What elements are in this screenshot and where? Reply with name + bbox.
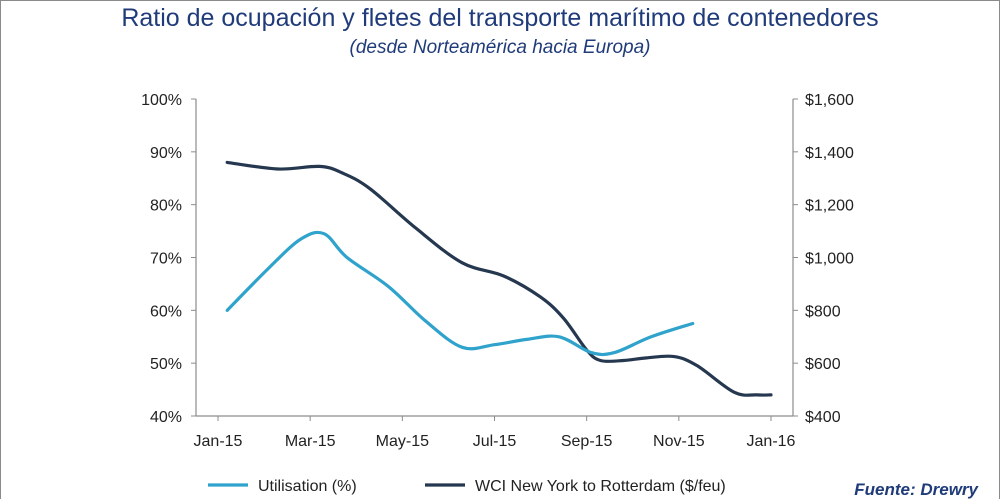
x-tick-label: Jan-15 <box>194 433 243 450</box>
y-left-tick-label: 50% <box>150 356 182 373</box>
series-wci-line <box>225 160 773 397</box>
y-left-tick-label: 60% <box>150 303 182 320</box>
x-tick-label: May-15 <box>376 433 429 450</box>
x-tick-label: Mar-15 <box>285 433 336 450</box>
y-left-tick-label: 100% <box>141 92 182 109</box>
x-tick-label: Nov-15 <box>653 433 705 450</box>
y-left-tick-label: 40% <box>150 409 182 426</box>
y-right-tick-label: $400 <box>805 409 841 426</box>
y-left-tick-label: 80% <box>150 198 182 215</box>
x-tick-label: Sep-15 <box>561 433 613 450</box>
legend-wci-label: WCI New York to Rotterdam ($/feu) <box>475 478 726 495</box>
series-utilisation-line <box>225 230 695 357</box>
y-right-tick-label: $1,200 <box>805 198 854 215</box>
y-right-tick-label: $1,600 <box>805 92 854 109</box>
y-right-tick-label: $600 <box>805 356 841 373</box>
legend-utilisation-label: Utilisation (%) <box>258 478 357 495</box>
x-tick-label: Jan-16 <box>747 433 796 450</box>
source-note: Fuente: Drewry <box>854 480 978 499</box>
y-left-tick-label: 90% <box>150 145 182 162</box>
x-tick-label: Jul-15 <box>473 433 517 450</box>
y-right-tick-label: $1,400 <box>805 145 854 162</box>
y-right-tick-label: $1,000 <box>805 251 854 268</box>
chart-title: Ratio de ocupación y fletes del transpor… <box>121 4 879 32</box>
y-left-tick-label: 70% <box>150 251 182 268</box>
y-right-tick-label: $800 <box>805 303 841 320</box>
chart-subtitle: (desde Norteamérica hacia Europa) <box>349 37 651 58</box>
